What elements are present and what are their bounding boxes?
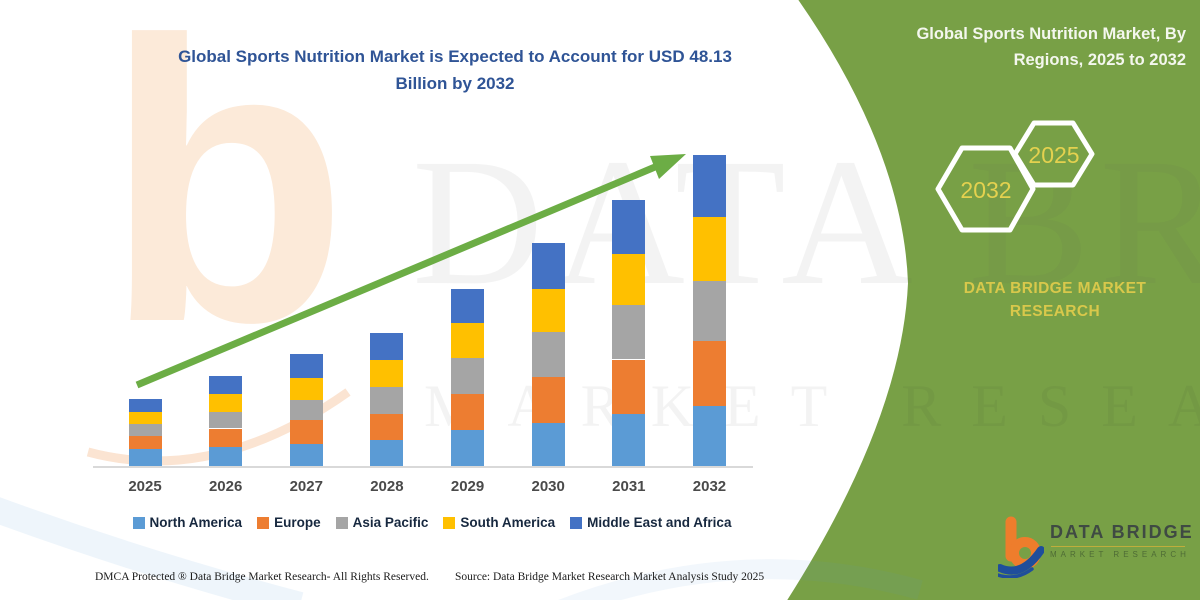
bar-segment-2030-south-america: [531, 288, 565, 332]
chart-title-line1: Global Sports Nutrition Market is Expect…: [178, 47, 732, 66]
bar-segment-2029-asia-pacific: [451, 357, 485, 394]
legend-swatch-icon: [443, 516, 456, 529]
bar-segment-2028-north-america: [370, 440, 404, 466]
bar-segment-2032-north-america: [693, 406, 726, 466]
x-axis-label-2025: 2025: [128, 478, 162, 495]
logo-b-mark-icon: [998, 516, 1044, 578]
dmca-notice: DMCA Protected ® Data Bridge Market Rese…: [95, 571, 429, 583]
brand-text: DATA BRIDGE MARKET RESEARCH: [963, 280, 1147, 321]
legend-label: South America: [460, 515, 556, 530]
bar-segment-2028-south-america: [370, 360, 404, 388]
x-axis-label-2030: 2030: [531, 478, 565, 495]
source-note: Source: Data Bridge Market Research Mark…: [455, 571, 765, 583]
hexagon-2025-icon: [1012, 120, 1095, 188]
chart-legend: North America Europe Asia Pacific South Ame…: [42, 515, 822, 530]
chart-title-line2: Billion by 2032: [395, 74, 515, 94]
bar-segment-2029-south-america: [451, 322, 485, 358]
hexagon-years-graphic: 2032 2025: [935, 120, 1095, 233]
bar-segment-2030-asia-pacific: [531, 331, 565, 377]
x-axis-label-2031: 2031: [612, 478, 646, 495]
legend-swatch-icon: [132, 516, 145, 529]
bar-segment-2030-europe: [531, 377, 565, 423]
green-panel-shape: [787, 0, 1200, 600]
logo-tagline: MARKET RESEARCH: [1050, 550, 1190, 559]
bar-segment-2031-europe: [612, 359, 646, 415]
data-bridge-logo: DATA BRIDGE MARKET RESEARCH: [998, 515, 1194, 587]
hexagon-2032-label: 2032: [960, 177, 1011, 203]
legend-label: Europe: [274, 515, 321, 530]
bar-segment-2028-middle-east-and-africa: [370, 333, 404, 361]
x-axis-label-2029: 2029: [450, 478, 485, 495]
bar-segment-2028-asia-pacific: [370, 387, 404, 415]
legend-item-north-america: North America: [132, 515, 243, 530]
legend-swatch-icon: [335, 516, 348, 529]
bar-segment-2032-middle-east-and-africa: [693, 155, 726, 217]
legend-swatch-icon: [570, 516, 583, 529]
bar-segment-2027-middle-east-and-africa: [289, 354, 323, 379]
legend-label: North America: [149, 515, 243, 530]
x-axis-label-2032: 2032: [692, 478, 727, 495]
bar-segment-2032-europe: [693, 340, 726, 406]
chart-title: Global Sports Nutrition Market is Expect…: [75, 43, 835, 97]
bar-segment-2029-middle-east-and-africa: [451, 288, 485, 323]
bar-segment-2032-asia-pacific: [693, 280, 726, 341]
bar-segment-2031-south-america: [612, 253, 646, 305]
hexagon-2025-label: 2025: [1028, 142, 1079, 168]
legend-label: Middle East and Africa: [587, 515, 732, 530]
x-axis-label-2028: 2028: [370, 478, 404, 495]
x-axis-label-2026: 2026: [208, 478, 243, 495]
bar-segment-2029-north-america: [451, 429, 485, 466]
bar-segment-2028-europe: [370, 414, 404, 441]
bar-segment-2032-south-america: [693, 216, 726, 281]
legend-item-south-america: South America: [443, 515, 555, 530]
bar-segment-2030-middle-east-and-africa: [531, 243, 565, 289]
legend-label: Asia Pacific: [352, 515, 429, 530]
panel-title: Global Sports Nutrition Market, By Regio…: [916, 25, 1186, 70]
bar-segment-2029-europe: [451, 393, 485, 430]
bar-segment-2030-north-america: [531, 422, 565, 466]
x-axis-line: [93, 466, 753, 468]
hexagon-2032-icon: [935, 145, 1036, 233]
bar-segment-2031-asia-pacific: [612, 304, 646, 360]
legend-item-europe: Europe: [257, 515, 321, 530]
logo-divider: [1051, 546, 1185, 547]
bar-segment-2031-north-america: [612, 414, 646, 466]
bar-segment-2031-middle-east-and-africa: [612, 199, 646, 254]
legend-item-asia-pacific: Asia Pacific: [335, 515, 429, 530]
legend-item-middle-east-and-africa: Middle East and Africa: [570, 515, 731, 530]
logo-name: DATA BRIDGE: [1050, 522, 1194, 542]
legend-swatch-icon: [257, 516, 270, 529]
x-axis-label-2027: 2027: [289, 478, 323, 495]
